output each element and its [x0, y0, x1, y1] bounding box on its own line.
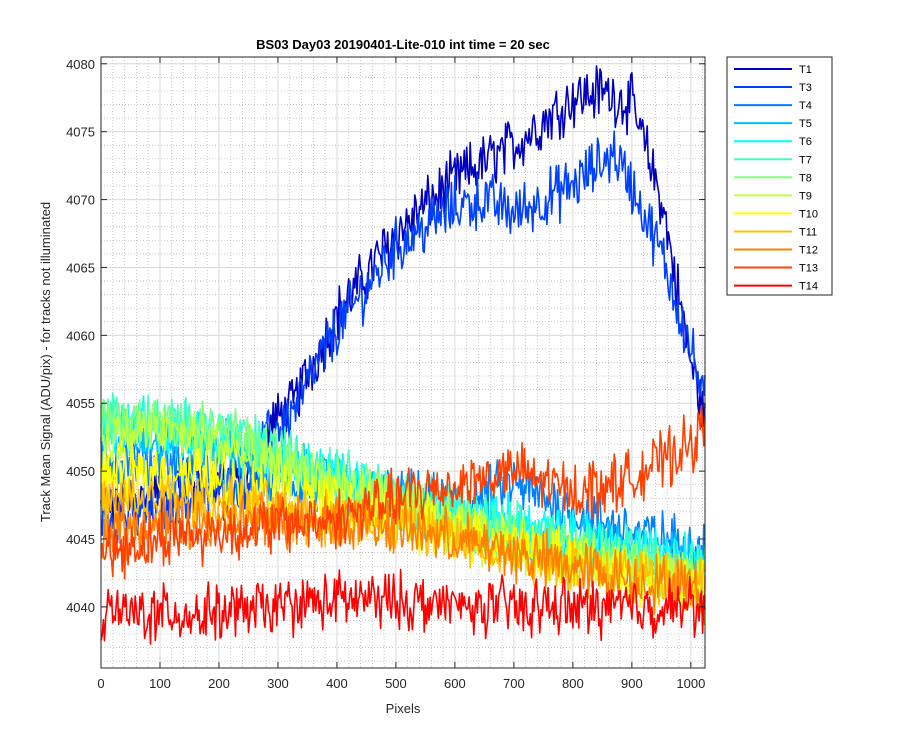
- legend-label-t4: T4: [799, 100, 812, 112]
- y-tick-label: 4080: [66, 57, 95, 72]
- x-tick-label: 300: [267, 676, 289, 691]
- y-tick-label: 4050: [66, 464, 95, 479]
- legend-label-t7: T7: [799, 154, 812, 166]
- y-tick-label: 4060: [66, 328, 95, 343]
- x-tick-label: 200: [208, 676, 230, 691]
- series-line-t14: [100, 568, 706, 645]
- legend-label-t13: T13: [799, 263, 818, 275]
- x-tick-label: 0: [97, 676, 104, 691]
- x-tick-label: 400: [326, 676, 348, 691]
- x-tick-label: 500: [385, 676, 407, 691]
- legend-label-t6: T6: [799, 136, 812, 148]
- legend-label-t3: T3: [799, 82, 812, 94]
- axes-box: [100, 56, 706, 669]
- legend-box: [726, 56, 833, 296]
- y-tick-label: 4040: [66, 600, 95, 615]
- legend-label-t5: T5: [799, 118, 812, 130]
- chart-title: BS03 Day03 20190401-Lite-010 int time = …: [256, 37, 550, 52]
- x-tick-label: 1000: [676, 676, 705, 691]
- legend-label-t12: T12: [799, 245, 818, 257]
- legend-label-t11: T11: [799, 226, 817, 238]
- ticks-layer: 0 100 200 300 400 500 600 700 800 900 1000 4040 4045…: [66, 57, 705, 691]
- series-layer: [100, 65, 706, 645]
- legend-label-t9: T9: [799, 190, 812, 202]
- legend-label-t14: T14: [799, 281, 818, 293]
- x-axis-label: Pixels: [386, 701, 421, 716]
- x-tick-label: 900: [621, 676, 643, 691]
- x-tick-label: 100: [149, 676, 171, 691]
- series-line-t13: [100, 404, 706, 580]
- x-tick-label: 700: [503, 676, 525, 691]
- y-tick-label: 4055: [66, 396, 95, 411]
- x-tick-label: 600: [444, 676, 466, 691]
- y-axis-label: Track Mean Signal (ADU/pix) - for tracks…: [38, 202, 53, 522]
- series-line-t1: [100, 65, 706, 526]
- y-tick-label: 4075: [66, 125, 95, 140]
- legend-label-t10: T10: [799, 208, 818, 220]
- legend-label-t1: T1: [799, 64, 812, 76]
- y-tick-label: 4070: [66, 193, 95, 208]
- x-tick-label: 800: [562, 676, 584, 691]
- series-line-t12: [100, 491, 706, 626]
- legend-label-t8: T8: [799, 172, 812, 184]
- y-tick-label: 4065: [66, 260, 95, 275]
- legend: T1 T3 T4 T5 T6 T7 T8 T9 T10 T11 T12 T13 T14: [726, 56, 833, 296]
- y-tick-label: 4045: [66, 532, 95, 547]
